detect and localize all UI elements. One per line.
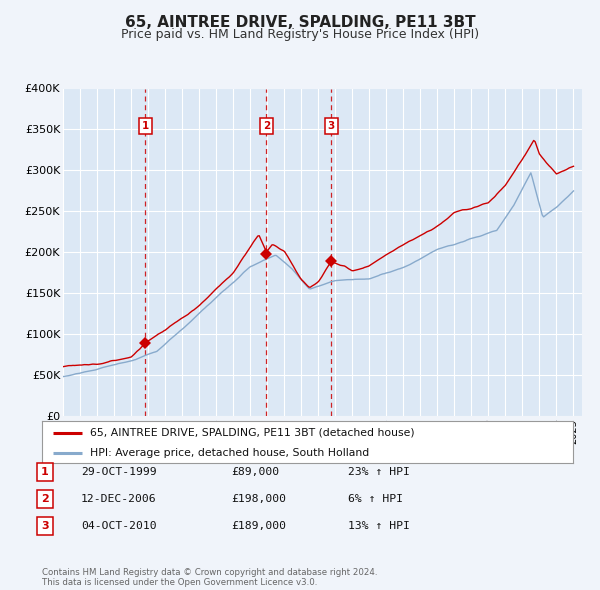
Text: 1: 1 bbox=[41, 467, 49, 477]
Text: 1: 1 bbox=[142, 121, 149, 131]
Text: 13% ↑ HPI: 13% ↑ HPI bbox=[348, 522, 410, 531]
Text: HPI: Average price, detached house, South Holland: HPI: Average price, detached house, Sout… bbox=[90, 448, 369, 457]
Text: 3: 3 bbox=[328, 121, 335, 131]
Text: £89,000: £89,000 bbox=[231, 467, 279, 477]
Text: 65, AINTREE DRIVE, SPALDING, PE11 3BT: 65, AINTREE DRIVE, SPALDING, PE11 3BT bbox=[125, 15, 475, 30]
Text: £189,000: £189,000 bbox=[231, 522, 286, 531]
Text: £198,000: £198,000 bbox=[231, 494, 286, 504]
Text: 3: 3 bbox=[41, 522, 49, 531]
Text: Price paid vs. HM Land Registry's House Price Index (HPI): Price paid vs. HM Land Registry's House … bbox=[121, 28, 479, 41]
Text: 23% ↑ HPI: 23% ↑ HPI bbox=[348, 467, 410, 477]
Text: 2: 2 bbox=[41, 494, 49, 504]
Text: 65, AINTREE DRIVE, SPALDING, PE11 3BT (detached house): 65, AINTREE DRIVE, SPALDING, PE11 3BT (d… bbox=[90, 428, 415, 438]
Text: 12-DEC-2006: 12-DEC-2006 bbox=[81, 494, 157, 504]
Text: Contains HM Land Registry data © Crown copyright and database right 2024.
This d: Contains HM Land Registry data © Crown c… bbox=[42, 568, 377, 587]
Text: 2: 2 bbox=[263, 121, 270, 131]
Text: 04-OCT-2010: 04-OCT-2010 bbox=[81, 522, 157, 531]
Text: 29-OCT-1999: 29-OCT-1999 bbox=[81, 467, 157, 477]
Text: 6% ↑ HPI: 6% ↑ HPI bbox=[348, 494, 403, 504]
